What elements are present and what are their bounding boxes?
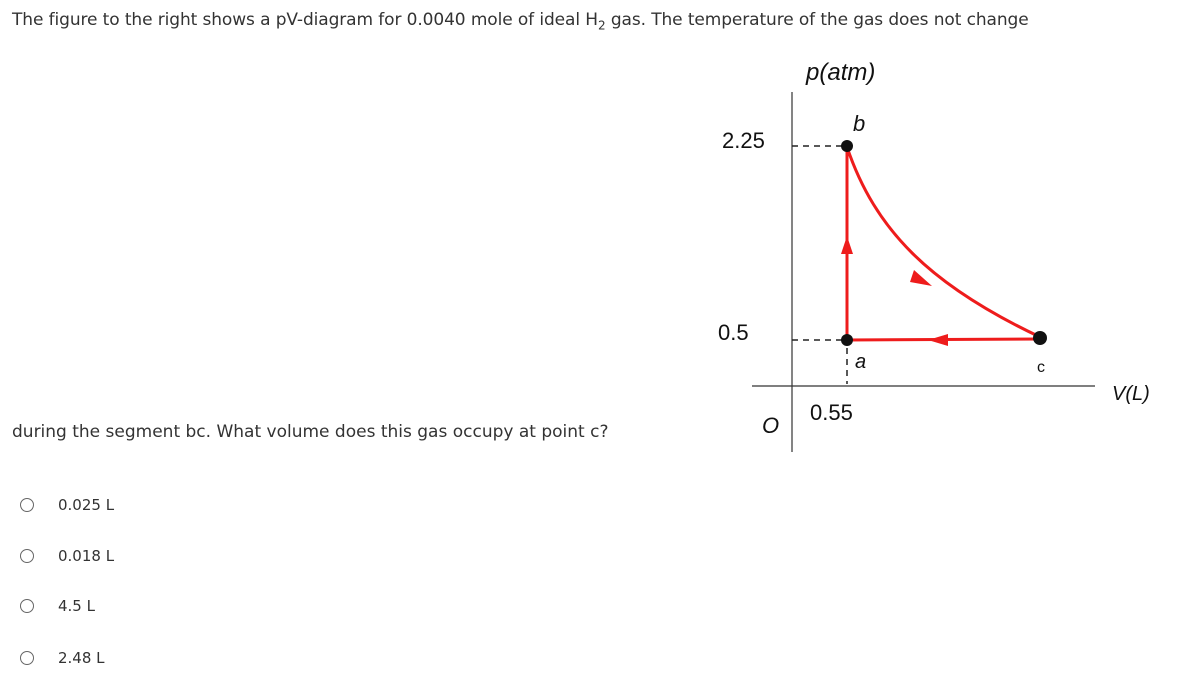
radio-button[interactable] bbox=[20, 599, 34, 613]
arrow bbox=[910, 270, 932, 286]
y-axis-label: p(atm) bbox=[805, 59, 875, 86]
point-a-label: a bbox=[855, 351, 866, 373]
option[interactable]: 0.018 L bbox=[20, 547, 114, 565]
v-a-label: 0.55 bbox=[810, 400, 853, 425]
option-label[interactable]: 4.5 L bbox=[58, 597, 95, 615]
segment-bc bbox=[845, 146, 1041, 339]
text: The figure to the right shows a pV-diagr… bbox=[12, 10, 598, 30]
radio-button[interactable] bbox=[20, 498, 34, 512]
question-line-2: during the segment bc. What volume does … bbox=[12, 422, 609, 442]
radio-button[interactable] bbox=[20, 549, 34, 563]
radio-button[interactable] bbox=[20, 651, 34, 665]
p-high-label: 2.25 bbox=[722, 128, 765, 153]
subscript: 2 bbox=[597, 18, 606, 33]
point-b bbox=[841, 140, 853, 152]
option[interactable]: 2.48 L bbox=[20, 649, 105, 667]
point-b-label: b bbox=[853, 111, 865, 136]
text: gas. The temperature of the gas does not… bbox=[605, 10, 1029, 30]
p-low-label: 0.5 bbox=[718, 320, 749, 345]
x-axis-label: V(L) bbox=[1112, 383, 1150, 405]
option-label[interactable]: 0.025 L bbox=[58, 496, 115, 514]
question-line-1: The figure to the right shows a pV-diagr… bbox=[12, 10, 1029, 32]
point-c-label: c bbox=[1037, 359, 1045, 376]
option[interactable]: 4.5 L bbox=[20, 597, 95, 615]
point-a bbox=[841, 334, 853, 346]
option-label[interactable]: 2.48 L bbox=[58, 649, 105, 667]
point-c bbox=[1033, 331, 1047, 345]
option[interactable]: 0.025 L bbox=[20, 496, 114, 514]
option-label[interactable]: 0.018 L bbox=[58, 547, 115, 565]
arrow bbox=[928, 334, 948, 346]
origin-label: O bbox=[762, 413, 779, 438]
arrow bbox=[841, 236, 853, 254]
